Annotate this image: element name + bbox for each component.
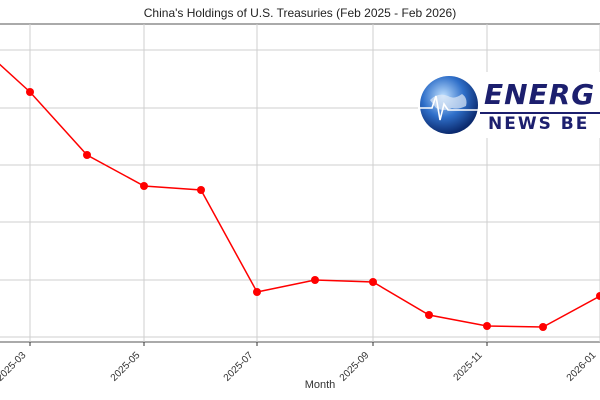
x-ticks [29, 342, 488, 346]
globe-icon [420, 76, 478, 134]
chart-title: China's Holdings of U.S. Treasuries (Feb… [143, 6, 457, 20]
logo-text-energy: ENERG [484, 78, 596, 111]
energy-news-beat-logo: ENERG NEWS BE [418, 72, 600, 138]
logo-divider [480, 112, 600, 114]
x-axis-label: Month [304, 379, 336, 391]
series-line [0, 63, 600, 328]
logo-text-news-beat: NEWS BE [488, 114, 590, 134]
data-points [26, 88, 600, 331]
